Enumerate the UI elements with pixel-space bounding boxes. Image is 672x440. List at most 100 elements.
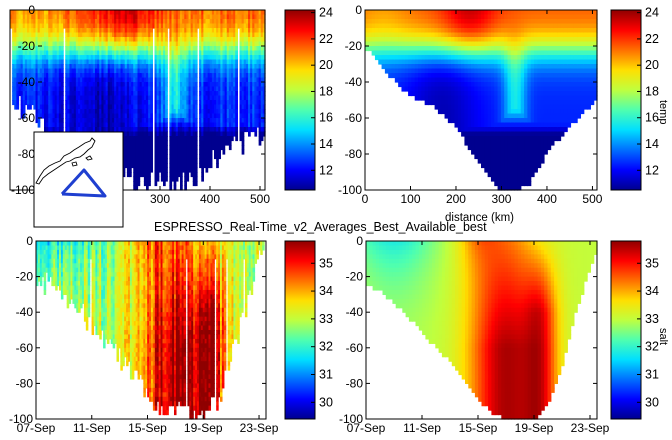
- temp-raw-cell: [58, 127, 62, 133]
- temp-raw-cell: [67, 122, 71, 128]
- temp-raw-cell: [65, 59, 68, 65]
- temp-raw-cell: [99, 41, 102, 47]
- temp-raw-cell: [56, 46, 60, 52]
- temp-raw-cell: [41, 68, 45, 74]
- temp-raw-cell: [39, 73, 43, 79]
- temp-raw-cell: [16, 64, 20, 70]
- temp-raw-cell: [54, 32, 58, 38]
- temp-raw-cell: [14, 41, 17, 47]
- temp-raw-cell: [95, 41, 98, 47]
- temp-raw-cell: [194, 181, 198, 187]
- temp-raw-cell: [73, 100, 77, 106]
- temp-raw-cell: [71, 82, 75, 88]
- temp-raw-cell: [88, 64, 92, 70]
- temp-raw-cell: [90, 100, 94, 106]
- temp-raw-cell: [92, 113, 96, 119]
- temp-raw-cell: [73, 118, 77, 124]
- temp-raw-cell: [58, 73, 62, 79]
- temp-raw-cell: [109, 41, 113, 47]
- temp-raw-cell: [88, 46, 92, 52]
- temp-raw-cell: [27, 50, 30, 56]
- temp-raw-cell: [235, 86, 238, 92]
- temp-raw-cell: [165, 154, 168, 160]
- temp-raw-cell: [92, 82, 96, 88]
- temp-raw-cell: [80, 19, 83, 25]
- temp-raw-cell: [82, 41, 85, 47]
- temp-raw-cell: [97, 41, 100, 47]
- temp-raw-cell: [52, 41, 56, 47]
- temp-raw-cell: [90, 41, 94, 47]
- temp-raw-cell: [67, 59, 71, 65]
- temp-raw-cell: [56, 86, 60, 92]
- temp-raw-cell: [194, 172, 198, 178]
- temp-raw-cell: [54, 55, 58, 61]
- temp-raw-cell: [80, 64, 83, 70]
- temp-raw-cell: [39, 77, 43, 83]
- temp-raw-cell: [86, 100, 90, 106]
- temp-raw-cell: [105, 46, 109, 52]
- temp-raw-cell: [101, 127, 105, 133]
- temp-raw-cell: [73, 50, 77, 56]
- temp-raw-cell: [18, 19, 22, 25]
- temp-raw-cell: [235, 68, 238, 74]
- temp-raw-cell: [48, 109, 51, 115]
- temp-raw-cell: [67, 95, 71, 101]
- temp-raw-cell: [22, 55, 26, 61]
- temp-raw-cell: [31, 73, 34, 79]
- temp-raw-cell: [14, 82, 17, 88]
- temp-raw-cell: [99, 127, 102, 133]
- temp-raw-cell: [46, 122, 49, 128]
- temp-raw-cell: [80, 14, 83, 20]
- temp-raw-cell: [92, 68, 96, 74]
- temp-raw-cell: [35, 100, 39, 106]
- temp-raw-cell: [194, 140, 198, 146]
- temp-raw-cell: [69, 86, 73, 92]
- temp-raw-cell: [58, 109, 62, 115]
- temp-raw-cell: [88, 68, 92, 74]
- temp-raw-cell: [10, 14, 13, 20]
- temp-raw-cell: [105, 19, 109, 25]
- temp-raw-cell: [235, 95, 238, 101]
- temp-raw-cell: [14, 10, 17, 16]
- temp-raw-cell: [95, 104, 98, 110]
- temp-raw-cell: [18, 32, 22, 38]
- temp-raw-cell: [27, 82, 30, 88]
- temp-raw-cell: [12, 95, 15, 101]
- temp-raw-cell: [80, 50, 83, 56]
- temp-raw-cell: [248, 131, 251, 137]
- temp-raw-cell: [95, 82, 98, 88]
- temp-raw-cell: [56, 91, 60, 97]
- temp-raw-cell: [78, 118, 81, 124]
- temp-raw-cell: [82, 19, 85, 25]
- temp-raw-cell: [82, 73, 85, 79]
- temp-raw-cell: [194, 109, 198, 115]
- temp-raw-cell: [69, 122, 73, 128]
- temp-raw-cell: [69, 64, 73, 70]
- temp-raw-cell: [58, 95, 62, 101]
- temp-raw-cell: [165, 113, 168, 119]
- temp-raw-cell: [71, 91, 75, 97]
- temp-raw-cell: [61, 95, 64, 101]
- temp-raw-cell: [73, 28, 77, 34]
- temp-raw-cell: [73, 77, 77, 83]
- temp-raw-cell: [165, 118, 168, 124]
- temp-raw-cell: [35, 113, 39, 119]
- temp-raw-cell: [194, 145, 198, 151]
- temp-raw-cell: [78, 32, 81, 38]
- temp-raw-cell: [103, 41, 107, 47]
- temp-raw-cell: [150, 32, 153, 38]
- temp-raw-cell: [73, 127, 77, 133]
- temp-raw-cell: [97, 37, 100, 43]
- temp-raw-cell: [86, 46, 90, 52]
- temp-raw-cell: [90, 122, 94, 128]
- temp-raw-cell: [112, 14, 115, 20]
- temp-raw-cell: [56, 77, 60, 83]
- temp-raw-cell: [101, 68, 105, 74]
- temp-raw-cell: [50, 37, 54, 43]
- temp-raw-cell: [75, 73, 79, 79]
- temp-raw-cell: [61, 59, 64, 65]
- temp-raw-cell: [82, 91, 85, 97]
- temp-raw-cell: [14, 55, 17, 61]
- temp-raw-cell: [101, 41, 105, 47]
- temp-raw-cell: [46, 77, 49, 83]
